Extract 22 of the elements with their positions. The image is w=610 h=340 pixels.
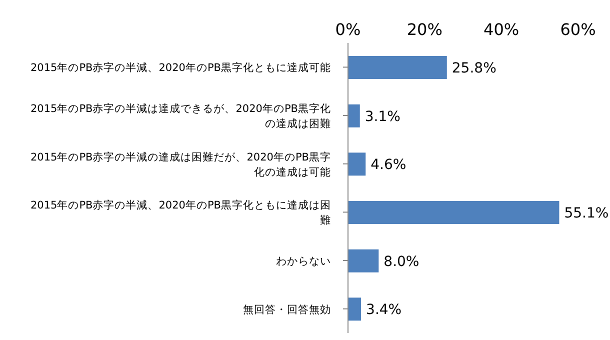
data-label: 3.4%	[366, 302, 402, 318]
data-label: 25.8%	[452, 60, 496, 76]
bar	[348, 104, 360, 128]
data-label: 55.1%	[564, 206, 609, 222]
x-tick-label: 0%	[335, 20, 361, 39]
bar	[348, 298, 362, 321]
data-label: 3.1%	[364, 108, 400, 125]
y-tick-label: 2015年のPB赤字の半減は達成できるが、2020年のPB黒字化の達成は困難	[30, 102, 331, 130]
y-tick-label: わからない	[276, 256, 331, 268]
y-tick-label: 無回答・回答無効	[243, 302, 331, 316]
y-tick-label: 2015年のPB赤字の半減、2020年のPB黒字化ともに達成は困難	[30, 198, 331, 227]
data-label: 8.0%	[384, 254, 420, 270]
x-tick-label: 60%	[560, 20, 596, 39]
bar	[348, 201, 560, 224]
x-tick-label: 40%	[484, 20, 520, 39]
x-tick-label: 20%	[406, 20, 442, 39]
bar	[348, 152, 366, 176]
bar	[348, 56, 447, 79]
y-tick-label: 2015年のPB赤字の半減、2020年のPB黒字化ともに達成可能	[30, 61, 331, 74]
y-tick-label: 2015年のPB赤字の半減の達成は困難だが、2020年のPB黒字化の達成は可能	[30, 150, 331, 178]
bar	[348, 249, 379, 272]
data-label: 4.6%	[370, 157, 406, 174]
